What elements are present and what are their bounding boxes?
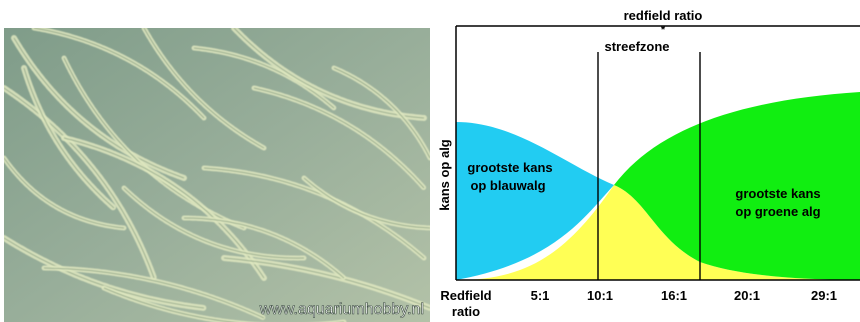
y-axis-label: kans op alg (437, 139, 452, 211)
x-axis-label-2: ratio (452, 304, 480, 319)
algae-filament-edge (123, 187, 305, 259)
tick-label-16-1: 16:1 (661, 288, 687, 303)
algae-filament-edge (13, 37, 185, 179)
blue-region-label-1: grootste kans (467, 160, 552, 175)
algae-filaments (4, 28, 430, 322)
algae-filament-edge (33, 28, 205, 119)
redfield-diagram: redfield ratio * streefzone kans op alg … (437, 8, 860, 319)
x-axis-label-1: Redfield (440, 288, 491, 303)
green-region-label-2: op groene alg (735, 204, 820, 219)
algae-filament-edge (43, 267, 265, 319)
zone-label: streefzone (604, 39, 669, 54)
tick-label-29-1: 29:1 (811, 288, 837, 303)
overlap-region (456, 185, 860, 280)
algae-filament-edge (23, 67, 115, 209)
algae-filament-edge (183, 217, 345, 279)
algae-filament-edge (253, 87, 425, 189)
algae-filament-edge (4, 237, 205, 309)
green-algae-region (614, 92, 860, 280)
photo-background (4, 28, 430, 322)
tick-label-5-1: 5:1 (531, 288, 550, 303)
algae-filament-edge (223, 257, 430, 309)
algae-filament-edge (303, 177, 430, 229)
blue-algae-region (456, 122, 614, 280)
algae-filament-edge (4, 157, 125, 229)
title-marker: * (661, 24, 666, 36)
algae-filament-edge (103, 287, 344, 322)
algae-filament-edge (333, 67, 430, 159)
blue-region-label-2: op blauwalg (470, 178, 545, 193)
green-region-label-1: grootste kans (735, 186, 820, 201)
tick-label-10-1: 10:1 (587, 288, 613, 303)
microscope-photo: www.aquariumhobby.nl (4, 28, 430, 322)
algae-filament-edge (4, 87, 155, 279)
algae-filament-edge (143, 28, 265, 149)
algae-filament-edge (193, 47, 335, 109)
tick-label-20-1: 20:1 (734, 288, 760, 303)
photo-watermark: www.aquariumhobby.nl (259, 301, 424, 318)
diagram-title: redfield ratio (624, 8, 703, 23)
